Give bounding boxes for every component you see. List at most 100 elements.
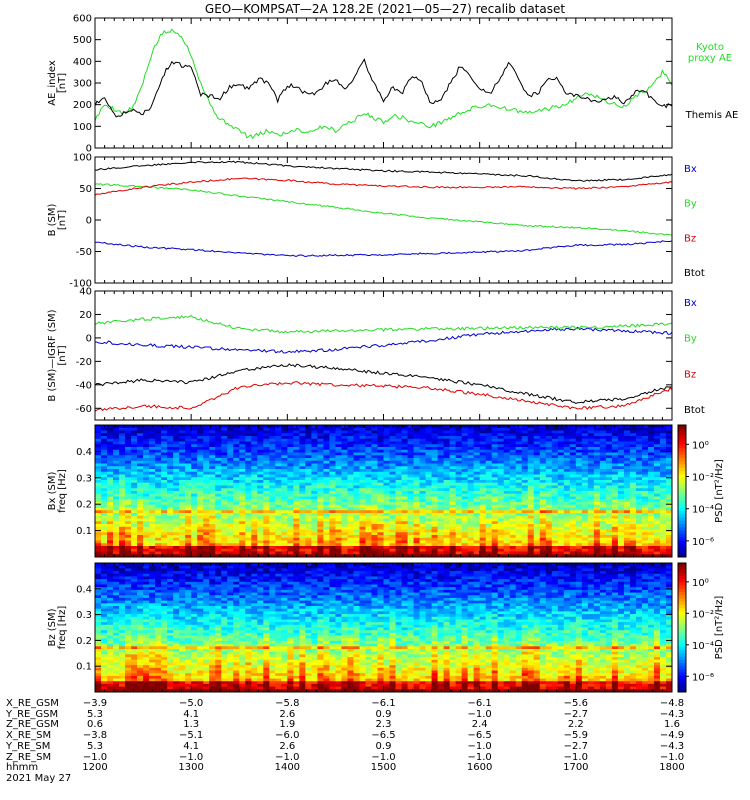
orbit-value: 1200 [82,762,108,774]
ylabel-line: B (SM)—IGRF (SM) [47,309,58,401]
orbit-row-z-re-gsm: Z_RE_GSM 0.6 1.3 1.9 2.3 2.4 2.2 1.6 [0,719,750,730]
colorbar-tick-label: 10⁻⁶ [692,537,714,548]
orbit-value: −3.9 [82,698,108,709]
colorbar-label: PSD [nT²/Hz] [714,459,725,523]
panel-4-axes: 0.1 0.2 0.3 0.4 Bz (SM) freq [Hz] [47,562,673,693]
orbit-date-label: 2021 May 27 [6,772,72,784]
orbit-ephemeris-table: X_RE_GSM −3.9 −5.0 −5.8 −6.1 −6.1 −5.6 −4.8 Y_RE… [0,698,750,798]
orbit-value: −1.0 [467,708,492,720]
orbit-value: 0.6 [87,719,103,731]
orbit-value: 1500 [370,762,397,774]
legend-label: Themis AE [685,110,739,121]
colorbar-tick-label: 10⁰ [692,440,709,451]
ylabel-line: AE_index [47,60,58,106]
orbit-row-x-re-gsm: X_RE_GSM −3.9 −5.0 −5.8 −6.1 −6.1 −5.6 −4.8 [0,698,750,709]
panel-1-axes: -100 -50 0 50 100 B (SM) [nT] [47,153,673,290]
orbit-value: 1.3 [183,719,200,731]
legend-label-btot: Btot [684,405,705,416]
orbit-value: 0.9 [375,708,392,720]
ylabel-line: freq [Hz] [57,469,68,513]
legend-label: Kyoto [696,42,724,53]
series-line-bz [95,177,672,196]
ytick-label: -40 [76,380,92,391]
legend-label-by: By [684,199,697,210]
panel-2-legend: Bx By Bz Btot [684,298,705,416]
ytick-label: 40 [79,287,92,298]
orbit-value: −5.0 [179,698,204,709]
orbit-value: 1300 [178,762,204,774]
series-line-bx [95,240,672,257]
orbit-value: −4.9 [659,730,685,742]
orbit-value: 2.3 [375,719,392,731]
ytick-label: 0.2 [76,500,92,511]
figure-title: GEO—KOMPSAT—2A 128.2E (2021—05—27) recal… [205,2,565,16]
panel-0-axes: 0 100 200 300 400 500 600 AE_index [nT] [47,14,673,155]
ylabel-line: [nT] [57,345,68,365]
ytick-label: -20 [76,357,92,368]
ytick-label: 0.2 [76,636,92,647]
orbit-row-z-re-sm: Z_RE_SM −1.0 −1.0 −1.0 −1.0 −1.0 −1.0 −1.0 [0,752,750,763]
series-line-bz [95,381,672,412]
orbit-value: 1.9 [279,719,296,731]
panel-1-legend: Bx By Bz Btot [684,164,705,279]
orbit-value: −4.8 [659,698,685,709]
orbit-row-label: X_RE_SM [6,730,52,742]
panel-0-series [95,28,672,140]
ytick-label: -60 [76,404,92,415]
ytick-label: 100 [73,153,92,164]
series-line-btot [95,363,672,404]
legend-label-bz: Bz [684,369,696,380]
orbit-row-label: Z_RE_SM [6,751,52,763]
ytick-label: 200 [73,100,92,111]
legend-label-by: By [684,334,697,345]
ytick-label: 600 [73,14,92,25]
series-line-kyoto-proxy-ae [95,28,672,140]
orbit-value: 2.6 [279,708,296,720]
figure: GEO—KOMPSAT—2A 128.2E (2021—05—27) recal… [47,2,738,693]
ytick-label: 0.4 [76,584,92,595]
orbit-value: −1.0 [467,751,492,763]
orbit-value: 5.3 [87,708,103,720]
orbit-row-y-re-gsm: Y_RE_GSM 5.3 4.1 2.6 0.9 −1.0 −2.7 −4.3 [0,709,750,720]
orbit-row-x-re-sm: X_RE_SM −3.8 −5.1 −6.0 −6.5 −6.5 −5.9 −4.9 [0,730,750,741]
legend-label-bx: Bx [684,298,697,309]
colorbar-tick-label: 10⁻⁴ [692,505,714,516]
orbit-value: −5.8 [275,698,300,709]
orbit-value: −5.9 [563,730,588,742]
orbit-row-y-re-sm: Y_RE_SM 5.3 4.1 2.6 0.9 −1.0 −2.7 −4.3 [0,741,750,752]
colorbar-tick-label: 10⁻⁴ [692,641,714,652]
colorbar-tick-label: 10⁻⁶ [692,672,714,683]
orbit-date: 2021 May 27 [0,773,750,784]
orbit-value: −6.5 [467,730,492,742]
panel-2-axes: -60 -40 -20 0 20 40 B (SM)—IGRF (SM) [nT] [47,287,673,421]
orbit-value: −2.7 [563,708,588,720]
orbit-value: −5.6 [563,698,588,709]
orbit-value: 4.1 [183,708,200,720]
series-line-themis-ae [95,58,672,118]
orbit-value: 2.6 [279,740,296,752]
orbit-value: 1400 [274,762,301,774]
legend-label-bx: Bx [684,164,697,175]
ytick-label: 0 [86,216,92,227]
orbit-value: 1600 [466,762,493,774]
orbit-value: −1.0 [467,740,492,752]
colorbar-tick-label: 10⁻² [692,473,714,484]
ylabel-line: Bz (SM) [47,608,58,646]
panel-3-axes: 0.1 0.2 0.3 0.4 Bx (SM) freq [Hz] [47,424,673,558]
panel-4-colorbar: 10⁰ 10⁻² 10⁻⁴ 10⁻⁶ PSD [nT²/Hz] [677,562,725,693]
orbit-value: −2.7 [563,740,588,752]
colorbar-tick-label: 10⁰ [692,578,709,589]
panel-1-series [95,160,672,257]
orbit-value: −3.8 [82,730,108,742]
orbit-row-label: Z_RE_GSM [6,719,59,731]
ytick-label: 50 [79,184,92,195]
panel-2-series [95,314,672,412]
orbit-value: −1.0 [82,751,108,763]
ytick-label: 0.3 [76,610,92,621]
orbit-value: −4.3 [659,708,685,720]
orbit-value: −6.1 [371,698,396,709]
ytick-label: 0 [86,144,92,155]
panel-3-spectrogram [95,425,673,558]
